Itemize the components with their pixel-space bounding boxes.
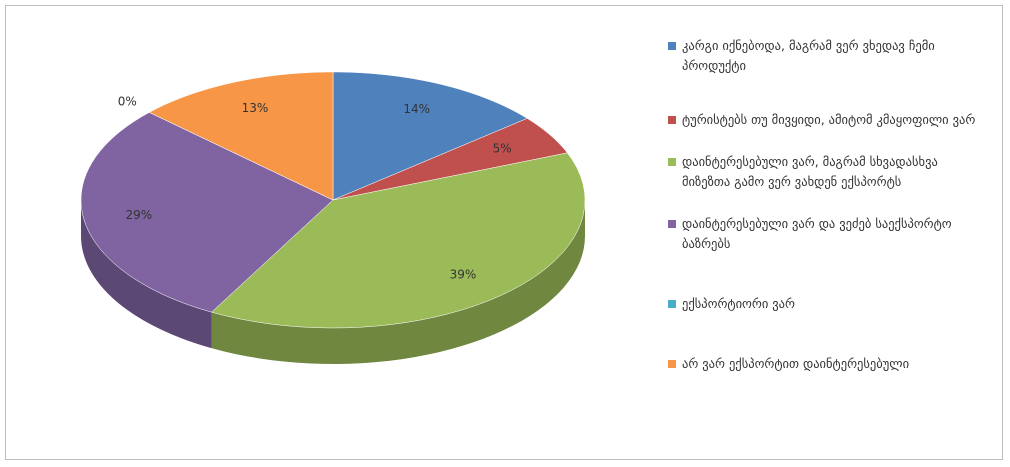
pie-side	[211, 200, 585, 364]
legend-swatch	[668, 300, 676, 308]
legend-item: არ ვარ ექსპორტით დაინტერესებული	[668, 354, 988, 374]
legend-item: ტურისტებს თუ მივყიდი, ამიტომ კმაყოფილი ვ…	[668, 110, 988, 130]
pie-slice	[332, 71, 528, 201]
legend-item: ექსპორტიორი ვარ	[668, 294, 988, 314]
data-label: 39%	[450, 267, 477, 281]
legend-swatch	[668, 42, 676, 50]
legend-label: დაინტერესებული ვარ, მაგრამ სხვადასხვა მი…	[682, 154, 938, 189]
legend-item: დაინტერესებული ვარ და ვეძებ საექსპორტო ბ…	[668, 214, 988, 254]
chart-frame	[5, 5, 1003, 460]
data-label: 13%	[242, 101, 269, 115]
pie-side	[81, 200, 212, 349]
legend: კარგი იქნებოდა, მაგრამ ვერ ვხედავ ჩემი პ…	[668, 36, 988, 374]
data-label: 5%	[493, 142, 512, 156]
legend-item: კარგი იქნებოდა, მაგრამ ვერ ვხედავ ჩემი პ…	[668, 36, 988, 76]
pie-slice	[332, 118, 568, 201]
legend-label: ტურისტებს თუ მივყიდი, ამიტომ კმაყოფილი ვ…	[682, 112, 976, 127]
legend-swatch	[668, 220, 676, 228]
legend-label: არ ვარ ექსპორტით დაინტერესებული	[682, 356, 910, 371]
legend-item: დაინტერესებული ვარ, მაგრამ სხვადასხვა მი…	[668, 152, 988, 192]
legend-swatch	[668, 116, 676, 124]
data-label: 29%	[126, 208, 153, 222]
pie-plot: 14% 5% 39% 29% 0% 13%	[80, 71, 586, 364]
data-label: 14%	[403, 102, 430, 116]
legend-label: დაინტერესებული ვარ და ვეძებ საექსპორტო ბ…	[682, 216, 952, 251]
legend-label: ექსპორტიორი ვარ	[682, 296, 795, 311]
legend-swatch	[668, 360, 676, 368]
data-label: 0%	[118, 94, 137, 108]
pie-slice	[148, 71, 334, 201]
pie-slice	[211, 152, 586, 329]
legend-swatch	[668, 158, 676, 166]
pie-slice	[80, 112, 334, 313]
legend-label: კარგი იქნებოდა, მაგრამ ვერ ვხედავ ჩემი პ…	[682, 38, 935, 73]
